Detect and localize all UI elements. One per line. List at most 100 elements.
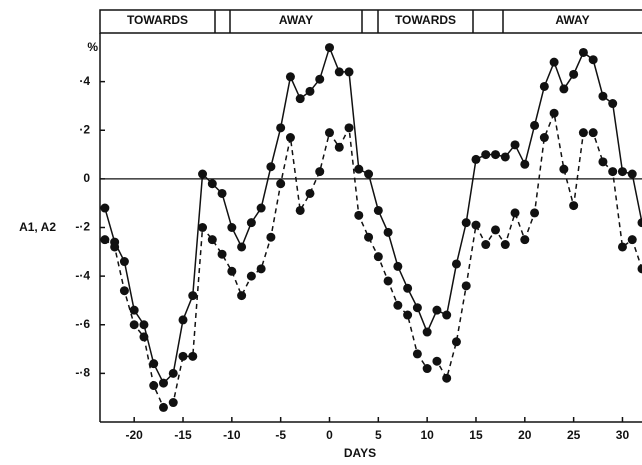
data-point — [383, 227, 393, 237]
data-point — [617, 167, 627, 177]
data-point — [578, 128, 588, 138]
data-point — [344, 123, 354, 133]
x-axis-label: DAYS — [344, 446, 376, 460]
data-point — [188, 291, 198, 301]
data-point — [188, 351, 198, 361]
data-point — [461, 218, 471, 228]
data-point — [588, 55, 598, 65]
data-point — [246, 218, 256, 228]
data-point — [471, 220, 481, 230]
data-point — [578, 47, 588, 57]
data-point — [149, 359, 159, 369]
data-point — [510, 208, 520, 218]
data-point — [608, 167, 618, 177]
data-point — [158, 402, 168, 412]
x-tick-label: 15 — [469, 428, 483, 442]
data-point — [305, 86, 315, 96]
data-point — [559, 164, 569, 174]
data-point — [139, 320, 149, 330]
data-point — [207, 179, 217, 189]
y-tick-label: -·4 — [75, 268, 90, 282]
data-point — [110, 242, 120, 252]
series-line — [104, 110, 642, 409]
x-tick-label: -5 — [275, 428, 286, 442]
data-point — [334, 142, 344, 152]
data-point — [198, 169, 208, 179]
data-point — [500, 240, 510, 250]
unit-label: % — [87, 40, 98, 54]
data-point — [422, 327, 432, 337]
data-point — [158, 378, 168, 388]
data-point — [324, 128, 334, 138]
data-point — [412, 303, 422, 313]
x-tick-label: 5 — [375, 428, 382, 442]
data-point — [305, 188, 315, 198]
data-point — [432, 356, 442, 366]
x-tick-label: -10 — [223, 428, 241, 442]
header-label: TOWARDS — [395, 13, 456, 27]
data-point — [598, 157, 608, 167]
data-point — [256, 203, 266, 213]
data-point — [451, 337, 461, 347]
data-point — [285, 133, 295, 143]
data-point — [373, 205, 383, 215]
data-point — [168, 398, 178, 408]
data-point — [500, 152, 510, 162]
data-point — [481, 150, 491, 160]
data-point — [539, 133, 549, 143]
data-point — [461, 281, 471, 291]
data-point — [227, 266, 237, 276]
data-point — [637, 264, 642, 274]
y-tick-label: ·2 — [79, 122, 90, 136]
data-point — [598, 91, 608, 101]
data-point — [364, 169, 374, 179]
y-tick-label: -·8 — [75, 366, 90, 380]
data-point — [207, 235, 217, 245]
data-point — [422, 364, 432, 374]
y-tick-label: -·2 — [75, 220, 90, 234]
x-tick-label: 10 — [420, 428, 434, 442]
data-point — [295, 205, 305, 215]
data-point — [178, 351, 188, 361]
data-point — [617, 242, 627, 252]
data-point — [393, 261, 403, 271]
data-point — [119, 257, 129, 267]
data-point — [129, 320, 139, 330]
data-point — [530, 208, 540, 218]
data-point — [491, 150, 501, 160]
series-line — [104, 45, 642, 385]
data-point — [627, 235, 637, 245]
x-tick-label: 25 — [567, 428, 581, 442]
data-point — [442, 310, 452, 320]
data-point — [364, 232, 374, 242]
header-label: AWAY — [555, 13, 589, 27]
data-point — [530, 120, 540, 130]
header-label: TOWARDS — [127, 13, 188, 27]
data-point — [549, 57, 559, 67]
data-point — [588, 128, 598, 138]
header-band — [99, 9, 642, 34]
data-point — [491, 225, 501, 235]
data-point — [637, 218, 642, 228]
data-point — [295, 94, 305, 104]
data-point — [442, 373, 452, 383]
data-point — [403, 310, 413, 320]
data-point — [412, 349, 422, 359]
data-point — [403, 283, 413, 293]
data-point — [549, 108, 559, 118]
y-axis-label: A1, A2 — [19, 220, 56, 234]
data-point — [354, 210, 364, 220]
data-point — [276, 179, 286, 189]
data-point — [217, 188, 227, 198]
x-tick-label: -20 — [126, 428, 144, 442]
data-point — [237, 242, 247, 252]
data-point — [393, 300, 403, 310]
data-point — [481, 240, 491, 250]
data-point — [315, 167, 325, 177]
data-point — [149, 381, 159, 391]
data-point — [451, 259, 461, 269]
data-point — [324, 43, 334, 53]
data-point — [276, 123, 286, 133]
data-point — [539, 81, 549, 91]
